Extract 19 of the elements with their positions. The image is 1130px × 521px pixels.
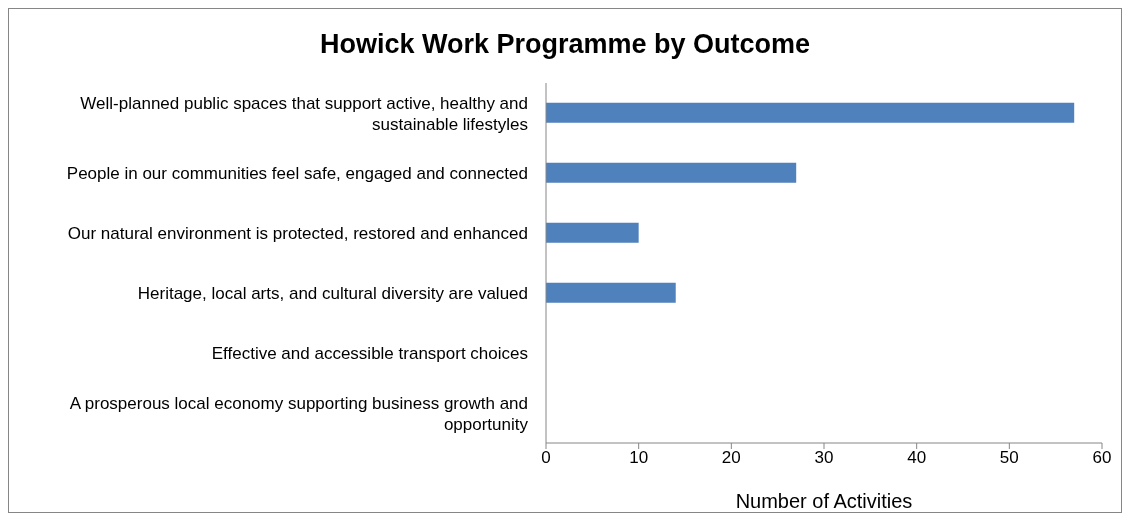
y-tick-label: A prosperous local economy supporting business growth and opportunity — [69, 393, 529, 433]
x-tick-label: 10 — [629, 448, 649, 468]
y-tick-label: Heritage, local arts, and cultural diversity are valued — [137, 283, 528, 303]
bar — [546, 102, 1075, 123]
bar — [546, 282, 676, 303]
bar — [546, 162, 797, 183]
y-tick-label: People in our communities feel safe, engaged and connected — [66, 163, 528, 183]
x-tick-label: 60 — [1092, 448, 1112, 468]
chart-title: Howick Work Programme by Outcome — [318, 29, 812, 60]
y-tick-label: Well-planned public spaces that support active, healthy and sustainable lifestyles — [80, 93, 528, 133]
y-tick-label: Effective and accessible transport choices — [211, 343, 528, 363]
x-tick-label: 30 — [814, 448, 834, 468]
x-tick-label: 40 — [907, 448, 927, 468]
x-tick-label: 50 — [999, 448, 1019, 468]
x-tick-label: 20 — [721, 448, 741, 468]
x-tick-label: 0 — [541, 448, 551, 468]
bar — [546, 222, 639, 243]
x-axis-title: Number of Activities — [735, 490, 913, 512]
y-tick-label: Our natural environment is protected, restored and enhanced — [67, 223, 528, 243]
